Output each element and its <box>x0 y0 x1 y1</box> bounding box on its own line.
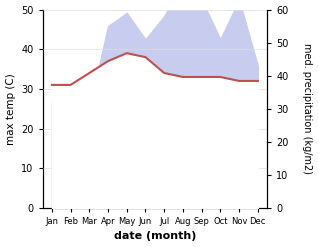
Y-axis label: med. precipitation (kg/m2): med. precipitation (kg/m2) <box>302 43 313 174</box>
Y-axis label: max temp (C): max temp (C) <box>5 73 16 144</box>
X-axis label: date (month): date (month) <box>114 231 196 242</box>
